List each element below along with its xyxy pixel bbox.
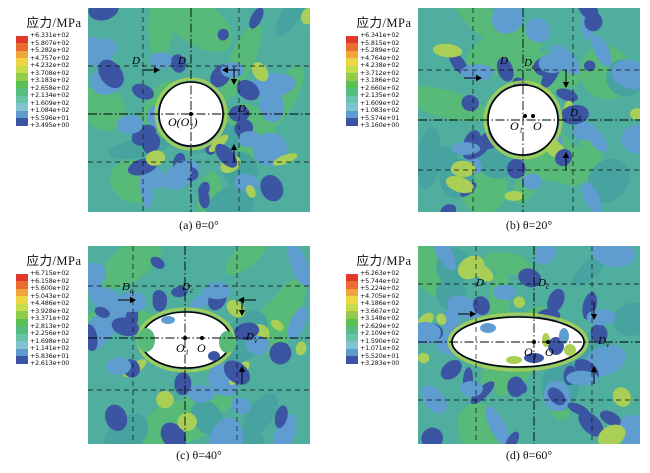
dim-label-charge: Dc [178,55,190,70]
legend-title: 应力/MPa [356,16,412,30]
dim-label-borehole: Da [122,281,134,296]
dim-label-vertical: Dv [238,103,250,118]
center-label-o: O(O₁) [168,115,198,129]
contour-plot-a: D Dc Dv O(O₁) [88,8,310,212]
dim-label-vertical: Dv [598,335,610,350]
legend-tick-values: +6.263e+02 +5.744e+02 +5.224e+02 +4.705e+02… [360,269,400,367]
center-label-o1: O₁ [510,119,523,133]
stress-contour-field [418,246,640,444]
stress-legend-d: 应力/MPa +6.263e+02 +5.744e+02 +5.224e+02 +4.… [336,250,432,368]
caption-b: (b) θ=20° [505,218,553,232]
stress-contour-field [418,8,640,212]
dim-label-charge: Dc [538,277,550,292]
legend-colorbar [346,273,358,364]
dim-label-borehole: D [500,55,508,67]
dim-label-charge: Dc [524,57,536,72]
legend-tick-values: +6.341e+02 +5.815e+02 +5.289e+02 +4.764e+02… [360,31,400,129]
legend-title: 应力/MPa [356,254,412,268]
stress-contour-field [88,8,310,212]
stress-contour-field [88,246,310,444]
legend-tick-values: +6.331e+02 +5.807e+02 +5.282e+02 +4.757e+02… [30,31,70,129]
caption-a: (a) θ=0° [179,218,219,232]
center-label-o1: O₁ [176,341,189,355]
legend-title: 应力/MPa [26,16,82,30]
dim-label-borehole: D [132,55,140,67]
dim-label-charge: Dc [182,281,194,296]
caption-d: (d) θ=60° [505,448,553,462]
dim-label-vertical: Dv [246,331,258,346]
contour-plot-c: Da Dc Dv O₁ O [88,246,310,444]
legend-colorbar [16,273,28,364]
center-label-o: O [533,119,542,133]
contour-plot-b: D Dc Dv O₁ O [418,8,640,212]
stress-legend-c: 应力/MPa +6.715e+02 +6.158e+02 +5.600e+02 +5.… [6,250,102,368]
legend-colorbar [346,35,358,126]
center-label-o: O [545,345,554,359]
legend-tick-values: +6.715e+02 +6.158e+02 +5.600e+02 +5.043e+02… [30,269,70,367]
caption-c: (c) θ=40° [176,448,222,462]
stress-legend-b: 应力/MPa +6.341e+02 +5.815e+02 +5.289e+02 +4.… [336,12,432,130]
dim-label-vertical: Dv [570,107,582,122]
center-label-o1: O₁ [524,345,537,359]
dim-label-borehole: D [476,277,484,289]
center-label-o: O [197,341,206,355]
legend-colorbar [16,35,28,126]
contour-plot-d: D Dc Dv O₁ O [418,246,640,444]
legend-title: 应力/MPa [26,254,82,268]
stress-legend-a: 应力/MPa +6.331e+02 +5.807e+02 +5.282e+02 +4.… [6,12,102,130]
